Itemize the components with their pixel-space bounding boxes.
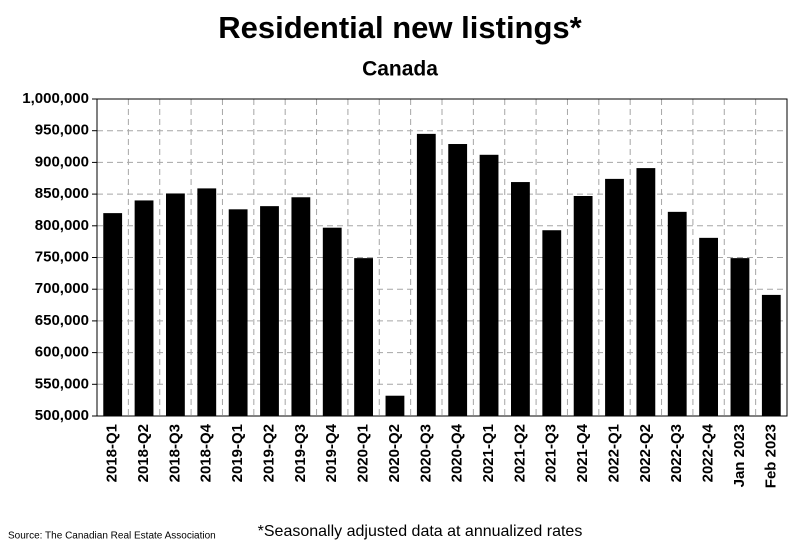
x-tick-label: Feb 2023 <box>762 424 779 488</box>
bar <box>730 258 750 416</box>
chart-subtitle: Canada <box>362 58 438 81</box>
x-tick-label: 2021-Q1 <box>480 424 497 482</box>
bar <box>385 395 405 416</box>
x-tick-label: 2022-Q4 <box>700 423 717 482</box>
bar <box>667 211 687 416</box>
bar <box>416 133 436 416</box>
bar <box>479 154 499 417</box>
y-tick-label: 700,000 <box>35 280 89 297</box>
x-tick-label: 2020-Q1 <box>355 424 372 482</box>
y-tick-label: 750,000 <box>35 248 89 265</box>
x-tick-label: 2020-Q2 <box>386 424 403 482</box>
x-tick-label: 2020-Q3 <box>417 424 434 482</box>
x-tick-label: 2018-Q4 <box>198 423 215 482</box>
source-note: Source: The Canadian Real Estate Associa… <box>8 531 216 542</box>
y-tick-label: 600,000 <box>35 344 89 361</box>
y-tick-label: 950,000 <box>35 122 89 139</box>
x-tick-label: 2020-Q4 <box>449 423 466 482</box>
x-tick-label: 2019-Q2 <box>260 424 277 482</box>
x-tick-label: 2021-Q4 <box>574 423 591 482</box>
y-tick-label: 650,000 <box>35 312 89 329</box>
bar <box>448 144 468 416</box>
footnote: *Seasonally adjusted data at annualized … <box>258 523 583 540</box>
bar <box>228 209 248 416</box>
bar <box>166 193 185 416</box>
x-tick-label: 2019-Q3 <box>292 424 309 482</box>
x-tick-label: 2018-Q3 <box>166 424 183 482</box>
bar <box>134 200 154 416</box>
chart-title: Residential new listings* <box>218 10 582 45</box>
x-tick-label: 2018-Q1 <box>104 424 121 482</box>
bar <box>511 182 530 416</box>
bar <box>636 168 656 416</box>
bar <box>260 206 279 416</box>
x-tick-label: 2019-Q1 <box>229 424 246 482</box>
y-tick-label: 550,000 <box>35 375 89 392</box>
y-tick-label: 1,000,000 <box>22 90 89 107</box>
x-tick-label: 2022-Q1 <box>605 424 622 482</box>
bar <box>573 196 593 416</box>
y-tick-label: 800,000 <box>35 217 89 234</box>
x-tick-label: 2021-Q3 <box>543 424 560 482</box>
bar <box>197 188 217 416</box>
bar <box>354 258 373 416</box>
bar <box>699 237 718 416</box>
bar <box>542 230 562 416</box>
x-tick-label: 2022-Q2 <box>637 424 654 482</box>
x-tick-label: 2021-Q2 <box>511 424 528 482</box>
plot-frame <box>96 98 788 417</box>
bar <box>761 294 781 416</box>
bar <box>291 197 311 416</box>
bar <box>605 178 624 416</box>
x-tick-label: 2018-Q2 <box>135 424 152 482</box>
bar <box>103 213 123 416</box>
y-tick-label: 850,000 <box>35 185 89 202</box>
x-tick-label: Jan 2023 <box>731 424 748 487</box>
x-tick-label: 2022-Q3 <box>668 424 685 482</box>
x-tick-label: 2019-Q4 <box>323 423 340 482</box>
y-tick-label: 500,000 <box>35 407 89 424</box>
y-tick-label: 900,000 <box>35 153 89 170</box>
bar <box>322 227 342 416</box>
